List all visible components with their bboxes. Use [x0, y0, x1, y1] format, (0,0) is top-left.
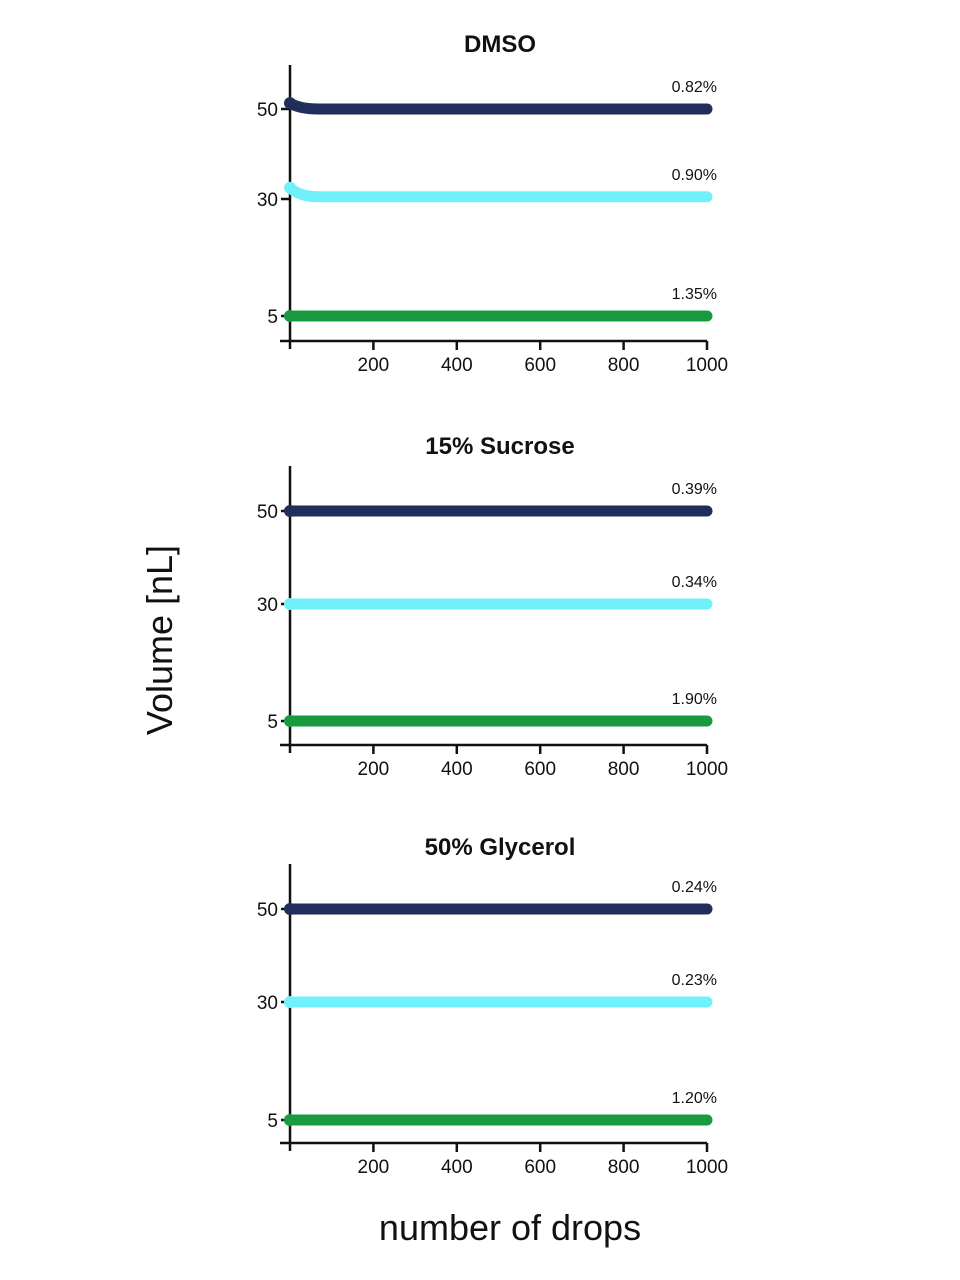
x-tick-label: 1000 — [686, 1157, 728, 1178]
x-tick-label: 200 — [358, 1157, 390, 1178]
chart-panel: DMSO 5 30 50 200 400 600 800 1000 0.82% 0.90% 1.35% — [257, 31, 728, 376]
x-tick-label: 800 — [608, 759, 640, 780]
x-tick-label: 400 — [441, 1157, 473, 1178]
series-line — [284, 182, 713, 203]
x-tick-label: 600 — [524, 759, 556, 780]
chart-title: 15% Sucrose — [425, 433, 574, 460]
y-tick-label: 30 — [257, 190, 278, 211]
cv-annotation: 0.39% — [672, 481, 717, 498]
y-axis-title: Volume [nL] — [139, 545, 180, 735]
cv-annotation: 0.24% — [672, 879, 717, 896]
series-start-point — [284, 598, 296, 610]
x-tick-label: 600 — [524, 355, 556, 376]
cv-annotation: 1.35% — [672, 286, 717, 303]
x-axis-title: number of drops — [379, 1207, 641, 1248]
series-start-point — [284, 310, 296, 322]
x-tick-label: 400 — [441, 759, 473, 780]
series-start-point — [284, 996, 296, 1008]
chart-panel: 50% Glycerol 5 30 50 200 400 600 800 1000 0.24% 0.… — [257, 834, 728, 1178]
series-start-point — [284, 181, 296, 194]
y-tick-label: 5 — [267, 307, 278, 328]
series-start-point — [284, 903, 296, 915]
x-tick-label: 1000 — [686, 759, 728, 780]
y-tick-label: 50 — [257, 100, 278, 121]
y-tick-label: 5 — [267, 712, 278, 733]
y-tick-label: 30 — [257, 595, 278, 616]
cv-annotation: 0.90% — [672, 167, 717, 184]
x-tick-label: 800 — [608, 1157, 640, 1178]
series-start-point — [284, 505, 296, 517]
series-start-point — [284, 1114, 296, 1126]
chart-panel: 15% Sucrose 5 30 50 200 400 600 800 1000 0.39% 0.3… — [257, 433, 728, 780]
chart-panels: DMSO 5 30 50 200 400 600 800 1000 0.82% 0.90% 1.35%… — [257, 31, 728, 1178]
series-line — [284, 97, 713, 115]
cv-annotation: 0.82% — [672, 79, 717, 96]
cv-annotation: 0.34% — [672, 574, 717, 591]
y-tick-label: 30 — [257, 993, 278, 1014]
chart-title: 50% Glycerol — [425, 834, 576, 861]
x-tick-label: 200 — [358, 355, 390, 376]
x-tick-label: 200 — [358, 759, 390, 780]
series-start-point — [284, 97, 296, 110]
x-tick-label: 800 — [608, 355, 640, 376]
y-tick-label: 5 — [267, 1111, 278, 1132]
cv-annotation: 0.23% — [672, 972, 717, 989]
series-start-point — [284, 715, 296, 727]
cv-annotation: 1.90% — [672, 691, 717, 708]
x-tick-label: 400 — [441, 355, 473, 376]
cv-annotation: 1.20% — [672, 1090, 717, 1107]
y-tick-label: 50 — [257, 502, 278, 523]
x-tick-label: 600 — [524, 1157, 556, 1178]
x-tick-label: 1000 — [686, 355, 728, 376]
chart-title: DMSO — [464, 31, 536, 58]
y-tick-label: 50 — [257, 900, 278, 921]
